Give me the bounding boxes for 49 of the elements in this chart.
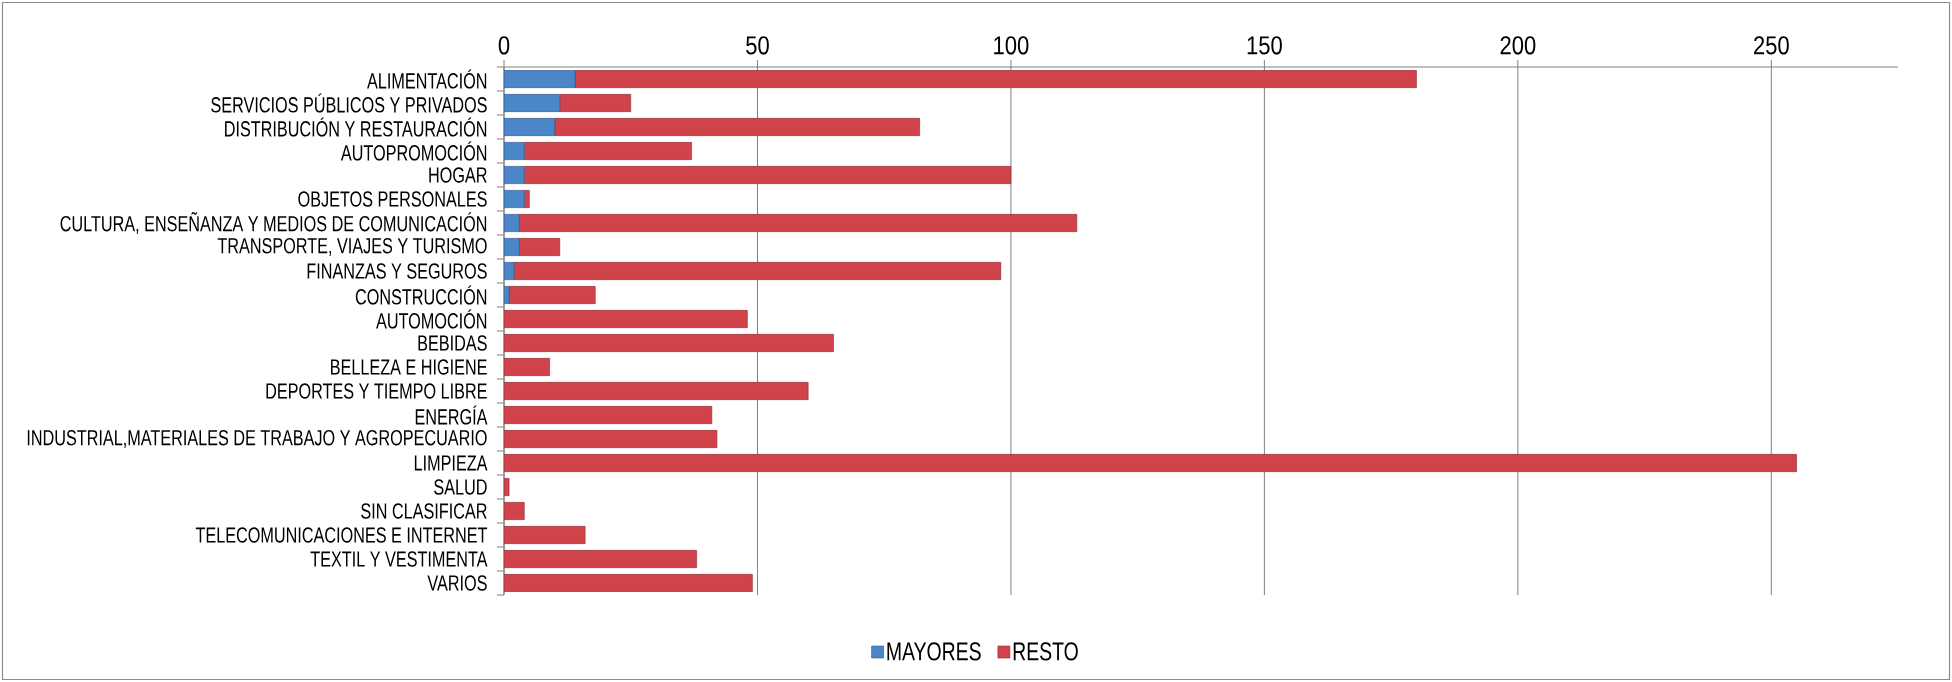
bar xyxy=(504,94,561,112)
y-tick-label: INDUSTRIAL,MATERIALES DE TRABAJO Y AGROPECUARIO xyxy=(27,429,487,449)
y-tick-label: OBJETOS PERSONALES xyxy=(298,191,487,207)
bar xyxy=(559,94,632,112)
y-tick-label: BELLEZA E HIGIENE xyxy=(331,359,487,375)
y-tick-label: TELECOMUNICACIONES E INTERNET xyxy=(195,527,488,543)
bar xyxy=(504,574,753,592)
bar xyxy=(504,406,713,424)
y-tick-label: DISTRIBUCIÓN Y RESTAURACIÓN xyxy=(225,117,487,137)
x-tick-label: 150 xyxy=(1247,36,1282,55)
y-tick-label: FINANZAS Y SEGUROS xyxy=(307,263,487,279)
y-tick-label: TEXTIL Y VESTIMENTA xyxy=(310,551,488,567)
bar xyxy=(504,526,586,544)
y-tick-label: AUTOMOCIÓN xyxy=(376,309,487,329)
bar xyxy=(523,142,692,160)
bar xyxy=(504,430,718,448)
legend-label: MAYORES xyxy=(887,642,981,661)
bar xyxy=(504,454,1797,472)
y-tick-label: SERVICIOS PÚBLICOS Y PRIVADOS xyxy=(211,93,487,113)
y-tick-label: HOGAR xyxy=(429,167,487,183)
y-tick-label: SALUD xyxy=(434,479,487,495)
y-tick-label: ALIMENTACIÓN xyxy=(367,69,487,89)
bar xyxy=(513,262,1002,280)
x-tick-label: 200 xyxy=(1500,36,1536,55)
bar xyxy=(504,70,576,88)
x-tick-label: 50 xyxy=(746,36,769,55)
bar xyxy=(554,118,920,136)
bar xyxy=(504,382,809,400)
bar xyxy=(523,166,1012,184)
bar xyxy=(504,334,834,352)
bar xyxy=(508,286,596,304)
y-tick-label: CONSTRUCCIÓN xyxy=(355,285,487,305)
y-tick-label: AUTOPROMOCIÓN xyxy=(340,141,487,161)
x-tick-label: 250 xyxy=(1754,36,1789,55)
y-tick-label: VARIOS xyxy=(427,575,487,591)
bar xyxy=(518,214,1078,232)
bar xyxy=(504,550,697,568)
x-tick-label: 100 xyxy=(994,36,1029,55)
y-tick-label: TRANSPORTE, VIAJES Y TURISMO xyxy=(217,237,487,257)
legend-label: RESTO xyxy=(1013,642,1078,661)
y-tick-label: ENERGÍA xyxy=(415,405,488,425)
y-tick-label: BEBIDAS xyxy=(418,335,487,351)
y-tick-label: SIN CLASIFICAR xyxy=(361,503,487,519)
bar xyxy=(574,70,1417,88)
y-tick-label: LIMPIEZA xyxy=(414,455,488,471)
y-tick-label: DEPORTES Y TIEMPO LIBRE xyxy=(266,383,487,399)
x-tick-label: 0 xyxy=(498,36,510,55)
bar xyxy=(504,310,748,328)
y-tick-label: CULTURA, ENSEÑANZA Y MEDIOS DE COMUNICACIÓN xyxy=(60,211,487,235)
